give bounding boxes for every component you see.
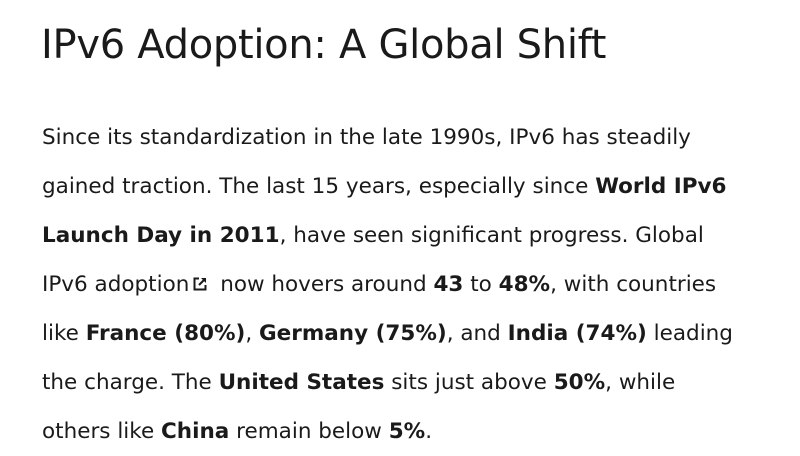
text-run: remain below (229, 419, 389, 444)
bold-text: 50% (553, 370, 606, 395)
text-run: to (463, 272, 499, 297)
bold-text: France (80%) (85, 321, 246, 346)
text-run: , while (605, 370, 676, 395)
text-run: , with countries (550, 272, 717, 297)
paragraph-line: gained traction. The last 15 years, espe… (42, 162, 782, 211)
bold-text: 5% (388, 419, 426, 444)
text-run: the charge. The (42, 370, 219, 395)
text-run: , and (446, 321, 508, 346)
ipv6-adoption-link[interactable]: IPv6 adoption (42, 272, 213, 297)
bold-text: United States (218, 370, 385, 395)
body-paragraph: Since its standardization in the late 19… (42, 113, 782, 456)
link-text: IPv6 adoption (42, 272, 190, 297)
text-run: gained traction. The last 15 years, espe… (42, 174, 596, 199)
text-run: like (42, 321, 86, 346)
paragraph-line: others like China remain below 5%. (42, 407, 782, 456)
text-run: . (425, 419, 433, 444)
bold-text: Germany (75%) (259, 321, 447, 346)
bold-text: World IPv6 (595, 174, 727, 199)
text-run: , (245, 321, 260, 346)
external-link-icon (193, 277, 207, 291)
text-run: others like (42, 419, 162, 444)
text-run: sits just above (384, 370, 554, 395)
bold-text: China (161, 419, 230, 444)
text-run: now hovers around (213, 272, 434, 297)
bold-text: India (74%) (507, 321, 647, 346)
paragraph-line: Since its standardization in the late 19… (42, 113, 782, 162)
paragraph-line: like France (80%), Germany (75%), and In… (42, 309, 782, 358)
text-run: Since its standardization in the late 19… (42, 125, 691, 150)
bold-text: 48% (498, 272, 551, 297)
page-title: IPv6 Adoption: A Global Shift (41, 22, 607, 68)
text-run: leading (646, 321, 733, 346)
paragraph-line: the charge. The United States sits just … (42, 358, 782, 407)
paragraph-line: Launch Day in 2011, have seen significan… (42, 211, 782, 260)
bold-text: Launch Day in 2011 (42, 223, 280, 248)
text-run: , have seen significant progress. Global (279, 223, 704, 248)
bold-text: 43 (433, 272, 464, 297)
paragraph-line: IPv6 adoption now hovers around 43 to 48… (42, 260, 782, 309)
